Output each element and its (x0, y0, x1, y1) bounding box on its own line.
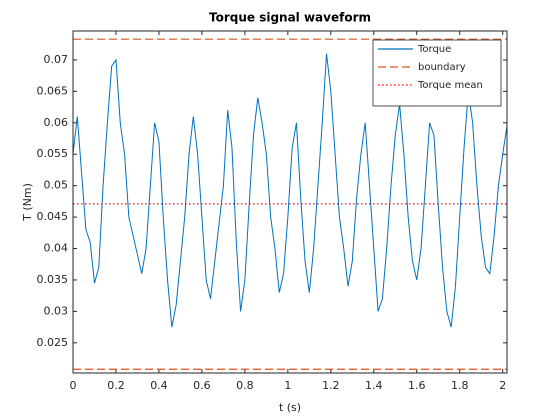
x-tick-label: 1 (284, 379, 291, 392)
y-tick-label: 0.065 (37, 84, 69, 97)
x-tick-label: 1.2 (322, 379, 340, 392)
y-tick-label: 0.07 (44, 53, 69, 66)
legend-label: Torque (417, 44, 451, 55)
y-tick-label: 0.025 (37, 336, 69, 349)
y-tick-label: 0.045 (37, 210, 69, 223)
torque-line (72, 53, 508, 328)
x-axis-label: t (s) (279, 401, 301, 414)
y-tick-label: 0.04 (44, 242, 69, 255)
x-tick-label: 0.2 (107, 379, 125, 392)
x-tick-label: 0.4 (150, 379, 168, 392)
y-tick-label: 0.06 (44, 116, 69, 129)
x-tick-label: 1.8 (451, 379, 469, 392)
legend-label: Torque mean (417, 80, 483, 91)
y-tick-label: 0.05 (44, 179, 69, 192)
y-tick-label: 0.03 (44, 304, 69, 317)
y-axis-label: T (Nm) (21, 183, 34, 222)
legend: Torque boundary Torque mean (372, 39, 502, 107)
chart-title: Torque signal waveform (209, 11, 371, 25)
axes-box (72, 30, 508, 374)
x-tick-label: 0.6 (193, 379, 211, 392)
x-tick-label: 0 (70, 379, 77, 392)
y-tick-label: 0.035 (37, 273, 69, 286)
legend-box (372, 39, 502, 107)
y-tick-label: 0.055 (37, 147, 69, 160)
x-tick-label: 1.6 (408, 379, 426, 392)
legend-label: boundary (418, 62, 466, 73)
x-tick-label: 0.8 (236, 379, 254, 392)
x-tick-label: 1.4 (365, 379, 383, 392)
x-tick-label: 2 (499, 379, 506, 392)
